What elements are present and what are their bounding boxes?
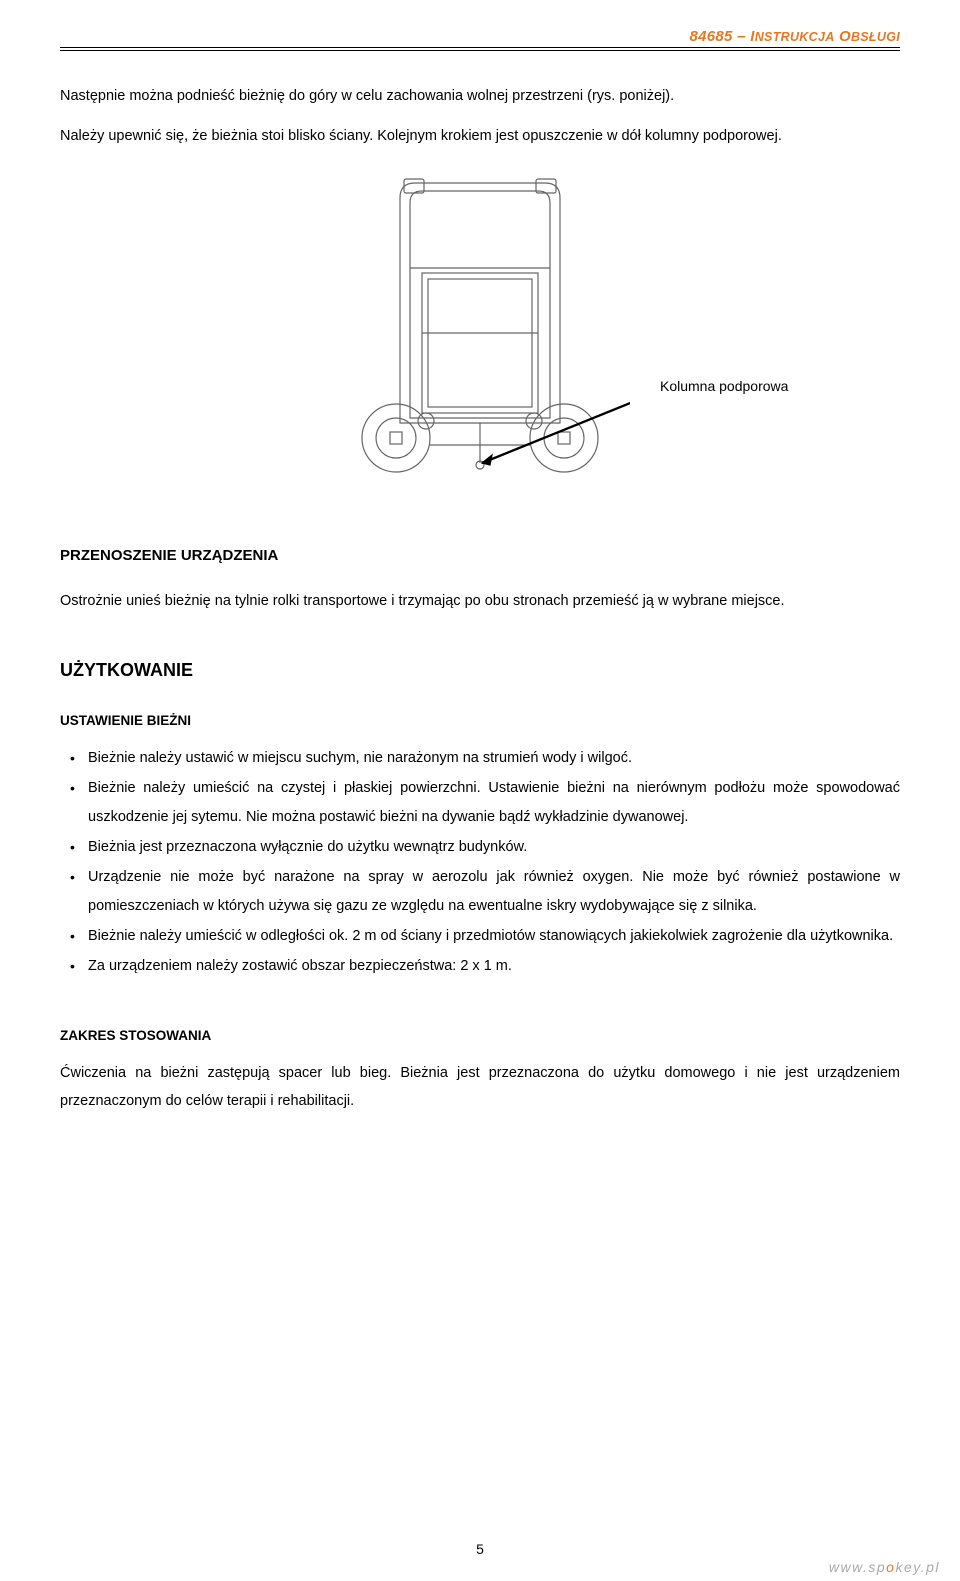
list-item: Za urządzeniem należy zostawić obszar be…	[60, 952, 900, 982]
setup-bullet-list: Bieżnie należy ustawić w miejscu suchym,…	[60, 744, 900, 982]
list-item: Bieżnie należy ustawić w miejscu suchym,…	[60, 744, 900, 774]
subsection-heading-setup: USTAWIENIE BIEŻNI	[60, 713, 900, 728]
header-rule-2	[60, 50, 900, 51]
subsection-heading-scope: ZAKRES STOSOWANIA	[60, 1028, 900, 1043]
header-band: 84685 – INSTRUKCJA OBSŁUGI	[60, 28, 900, 45]
page-number: 5	[0, 1541, 960, 1557]
intro-para-1: Następnie można podnieść bieżnię do góry…	[60, 81, 900, 113]
page: 84685 – INSTRUKCJA OBSŁUGI Następnie moż…	[0, 0, 960, 1581]
diagram-callout-label: Kolumna podporowa	[660, 378, 788, 394]
scope-label: ZAKRES STOSOWANIA	[60, 1028, 211, 1043]
scope-para: Ćwiczenia na bieżni zastępują spacer lub…	[60, 1059, 900, 1116]
doc-code: 84685	[689, 28, 732, 45]
subsection-label: USTAWIENIE BIEŻNI	[60, 713, 191, 728]
footer-logo: www.spokey.pl	[829, 1559, 940, 1575]
header-title-2: OBSŁUGI	[839, 28, 900, 45]
treadmill-diagram-icon	[330, 173, 630, 493]
section-heading-usage: UŻYTKOWANIE	[60, 658, 900, 683]
list-item: Urządzenie nie może być narażone na spra…	[60, 863, 900, 922]
list-item: Bieżnie należy umieścić na czystej i pła…	[60, 774, 900, 833]
logo-part-2: key.pl	[895, 1559, 940, 1575]
list-item: Bieżnia jest przeznaczona wyłącznie do u…	[60, 833, 900, 863]
logo-part-1: www.sp	[829, 1559, 886, 1575]
list-item: Bieżnie należy umieścić w odległości ok.…	[60, 922, 900, 952]
diagram-container: Kolumna podporowa	[60, 173, 900, 513]
intro-para-2: Należy upewnić się, że bieżnia stoi blis…	[60, 121, 900, 153]
section-heading-transport: PRZENOSZENIE URZĄDZENIA	[60, 547, 900, 564]
dash: –	[737, 28, 750, 45]
transport-para: Ostrożnie unieś bieżnię na tylnie rolki …	[60, 586, 900, 618]
header-rule-1	[60, 47, 900, 48]
header-title-1: INSTRUKCJA	[750, 28, 834, 45]
